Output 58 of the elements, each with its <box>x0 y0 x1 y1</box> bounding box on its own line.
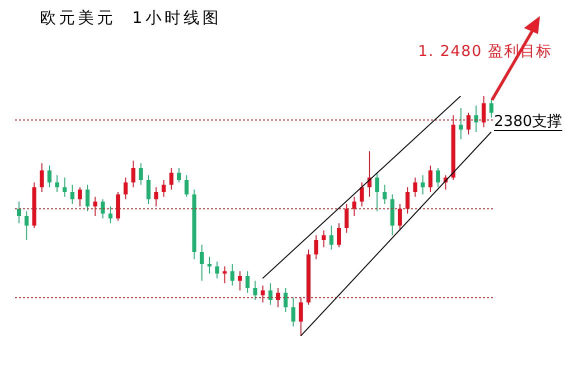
candlestick <box>162 180 166 198</box>
candlestick <box>47 165 52 188</box>
candlestick <box>344 204 349 234</box>
candlestick <box>398 204 402 231</box>
candlestick <box>154 186 158 207</box>
candlestick <box>78 186 82 207</box>
candlestick <box>24 210 29 240</box>
candlestick <box>207 256 212 274</box>
candlestick <box>458 108 463 140</box>
candlestick <box>322 230 326 248</box>
candlestick <box>177 168 181 183</box>
annotation: 2380支撑 <box>494 112 562 131</box>
candlestick <box>70 184 74 204</box>
candlestick <box>253 280 258 300</box>
candlestick <box>116 192 120 222</box>
candlestick <box>138 162 143 186</box>
candlestick <box>466 112 471 135</box>
candlestick <box>474 105 478 132</box>
candlestick <box>169 168 174 190</box>
candlestick <box>40 162 44 192</box>
candlestick <box>489 98 494 118</box>
candlestick <box>382 184 387 204</box>
candlestick <box>420 174 425 195</box>
candlestick <box>230 264 234 286</box>
candlestick <box>298 297 303 336</box>
candlestick <box>352 196 356 216</box>
candlestick <box>375 172 380 212</box>
candlestick <box>100 198 105 219</box>
candlestick <box>329 225 334 250</box>
candlestick <box>124 177 128 200</box>
candlestick <box>436 168 440 188</box>
candlestick <box>184 174 189 198</box>
candlestick <box>200 244 204 282</box>
candlestick <box>260 285 265 303</box>
candlestick <box>284 288 288 312</box>
candlestick <box>482 96 486 128</box>
candlestick <box>238 270 242 291</box>
candlestick <box>268 282 272 306</box>
candlestick <box>428 165 432 192</box>
candlestick <box>314 234 318 260</box>
candlestick <box>108 206 112 224</box>
candlestick <box>215 261 220 279</box>
candlestick <box>406 186 410 214</box>
candlestick <box>17 201 21 224</box>
candlestick <box>55 174 60 192</box>
candlestick <box>222 266 227 284</box>
candlestick <box>131 160 136 188</box>
candlestick <box>413 177 418 198</box>
candlestick <box>276 288 280 308</box>
candlestick <box>146 174 151 204</box>
candlestick <box>246 270 250 294</box>
candlestick <box>86 184 90 212</box>
candlestick <box>360 182 364 207</box>
chart-title: 欧元美元 1小时线图 <box>40 8 222 29</box>
candlestick <box>93 196 98 216</box>
candlestick <box>291 297 296 327</box>
candlestick <box>62 177 67 198</box>
candlestick <box>337 222 341 248</box>
